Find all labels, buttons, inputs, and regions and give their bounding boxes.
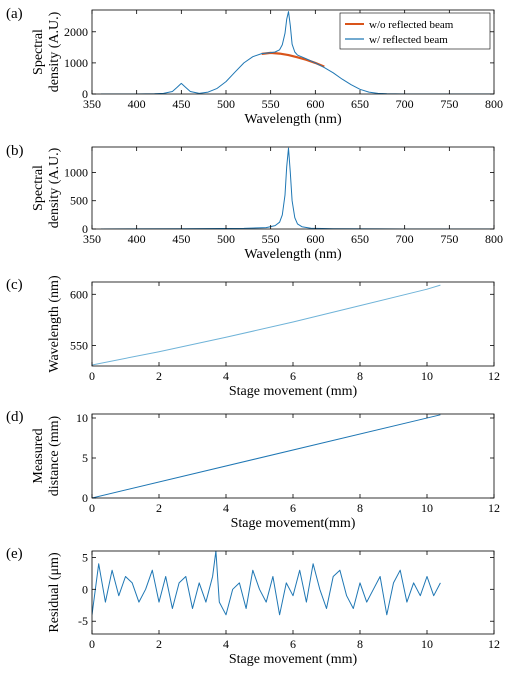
y-axis-title: Spectral [31,165,46,211]
x-tick-label: 4 [223,369,229,383]
x-tick-label: 8 [357,637,363,651]
axes-frame [91,146,495,230]
y-tick-label: 600 [70,287,88,301]
x-tick-label: 450 [172,232,190,246]
legend-box [339,12,491,50]
x-tick-label: 500 [217,232,235,246]
chart-panel-4: (d) 0 2 4 6 8 10 12 0 5 10 Stage movement(mm) Measur… [6,409,500,531]
x-tick-label: 4 [223,501,229,515]
x-tick-label: 750 [440,97,458,111]
chart-panel-1: (a) 350 400 450 500 550 600 650 700 750 800 0 1000 20… [6,6,503,127]
series-line-1 [100,147,494,229]
series-line-1 [92,551,441,616]
chart-panel-2: (b) 350 400 450 500 550 600 650 700 750 800 0 500 100… [6,143,503,262]
x-tick-label: 12 [488,501,500,515]
panel-label: (c) [6,277,23,293]
x-tick-label: 350 [83,232,101,246]
y-axis-title: Residual (μm) [47,552,62,633]
chart-panel-3: (c) 0 2 4 6 8 10 12 550 600 Stage movement (mm) Wav… [6,275,500,399]
x-tick-label: 650 [351,97,369,111]
x-tick-label: 4 [223,637,229,651]
x-tick-label: 12 [488,637,500,651]
series-line-1 [92,414,441,498]
x-tick-label: 400 [128,232,146,246]
x-tick-label: 2 [156,369,162,383]
x-axis-title: Stage movement(mm) [231,516,356,531]
x-tick-label: 600 [306,232,324,246]
axes-frame [91,413,495,499]
x-tick-label: 0 [89,637,95,651]
x-tick-label: 800 [485,97,503,111]
panel-label: (d) [6,409,24,425]
y-tick-label: 0 [82,582,88,596]
x-axis-title: Stage movement (mm) [229,384,358,399]
x-tick-label: 450 [172,97,190,111]
y-axis-title: density (A.U.) [47,11,62,92]
panel-label: (e) [6,546,23,562]
x-tick-label: 0 [89,501,95,515]
x-tick-label: 700 [396,97,414,111]
x-tick-label: 12 [488,369,500,383]
y-tick-label: 0 [82,87,88,101]
panel-label: (b) [6,143,24,159]
series-line-2 [100,11,494,94]
y-tick-label: 550 [70,339,88,353]
x-tick-label: 550 [262,232,280,246]
x-tick-label: 0 [89,369,95,383]
axes-frame [91,550,495,635]
x-tick-label: 2 [156,637,162,651]
y-tick-label: 10 [76,411,88,425]
y-axis-title: Measured [31,428,46,483]
x-tick-label: 550 [262,97,280,111]
y-tick-label: 5 [82,550,88,564]
x-tick-label: 700 [396,232,414,246]
y-tick-label: 500 [70,194,88,208]
panel-label: (a) [6,6,23,22]
x-tick-label: 750 [440,232,458,246]
x-tick-label: 8 [357,369,363,383]
x-tick-label: 2 [156,501,162,515]
series-line-1 [261,51,325,68]
y-axis-title: distance (mm) [47,415,62,496]
axes-frame [91,9,495,95]
x-axis-title: Wavelength (nm) [244,112,342,127]
x-tick-label: 10 [421,637,433,651]
x-tick-label: 600 [306,97,324,111]
x-tick-label: 400 [128,97,146,111]
x-tick-label: 6 [290,369,296,383]
x-tick-label: 8 [357,501,363,515]
x-tick-label: 800 [485,232,503,246]
y-tick-label: 0 [82,491,88,505]
y-axis-title: density (A.U.) [47,147,62,228]
y-tick-label: 2000 [64,25,88,39]
y-axis-title: Spectral [31,29,46,75]
x-tick-label: 10 [421,501,433,515]
x-tick-label: 500 [217,97,235,111]
legend-label: w/ reflected beam [369,34,448,46]
x-tick-label: 350 [83,97,101,111]
x-axis-title: Stage movement (mm) [229,652,358,667]
x-tick-label: 6 [290,637,296,651]
legend-label: w/o reflected beam [369,19,454,31]
y-tick-label: 1000 [64,56,88,70]
y-tick-label: 0 [82,222,88,236]
x-axis-title: Wavelength (nm) [244,247,342,262]
y-tick-label: -5 [78,614,88,628]
y-tick-label: 5 [82,451,88,465]
series-line-1 [92,284,441,366]
x-tick-label: 10 [421,369,433,383]
y-axis-title: Wavelength (nm) [47,275,62,373]
y-tick-label: 1000 [64,165,88,179]
x-tick-label: 650 [351,232,369,246]
x-tick-label: 6 [290,501,296,515]
